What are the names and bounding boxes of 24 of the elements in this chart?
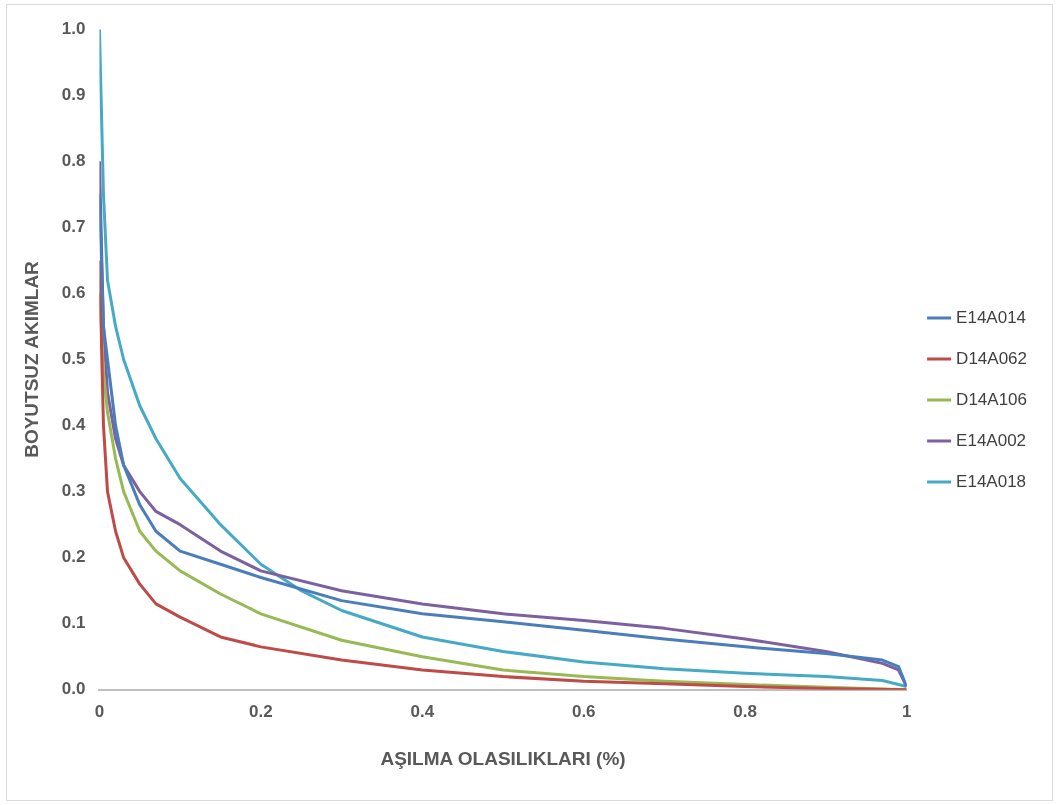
y-tick-label: 0.5 xyxy=(61,349,86,369)
y-tick-label: 1.0 xyxy=(61,18,86,38)
x-axis-title: AŞILMA OLASILIKLARI (%) xyxy=(380,747,626,769)
legend-label: E14A014 xyxy=(956,307,1027,327)
legend-label: D14A106 xyxy=(956,389,1027,409)
legend-label: E14A002 xyxy=(956,430,1027,450)
y-tick-label: 0.0 xyxy=(61,679,86,699)
y-tick-label: 0.4 xyxy=(61,415,86,435)
x-tick-label: 0.6 xyxy=(571,701,596,721)
y-tick-label: 0.3 xyxy=(61,481,86,501)
x-tick-label: 0 xyxy=(94,701,105,721)
y-tick-label: 0.7 xyxy=(61,217,86,237)
y-tick-label: 0.1 xyxy=(61,613,86,633)
y-tick-label: 0.2 xyxy=(61,547,86,567)
x-tick-label: 0.4 xyxy=(410,701,435,721)
x-tick-label: 0.2 xyxy=(249,701,273,721)
y-tick-label: 0.8 xyxy=(61,151,86,171)
x-tick-label: 0.8 xyxy=(733,701,757,721)
legend-label: D14A062 xyxy=(956,348,1027,368)
y-tick-label: 0.6 xyxy=(61,283,86,303)
y-tick-label: 0.9 xyxy=(61,84,86,104)
y-axis-title: BOYUTSUZ AKIMLAR xyxy=(20,260,42,458)
x-tick-label: 1 xyxy=(901,701,912,721)
legend-label: E14A018 xyxy=(956,471,1027,491)
